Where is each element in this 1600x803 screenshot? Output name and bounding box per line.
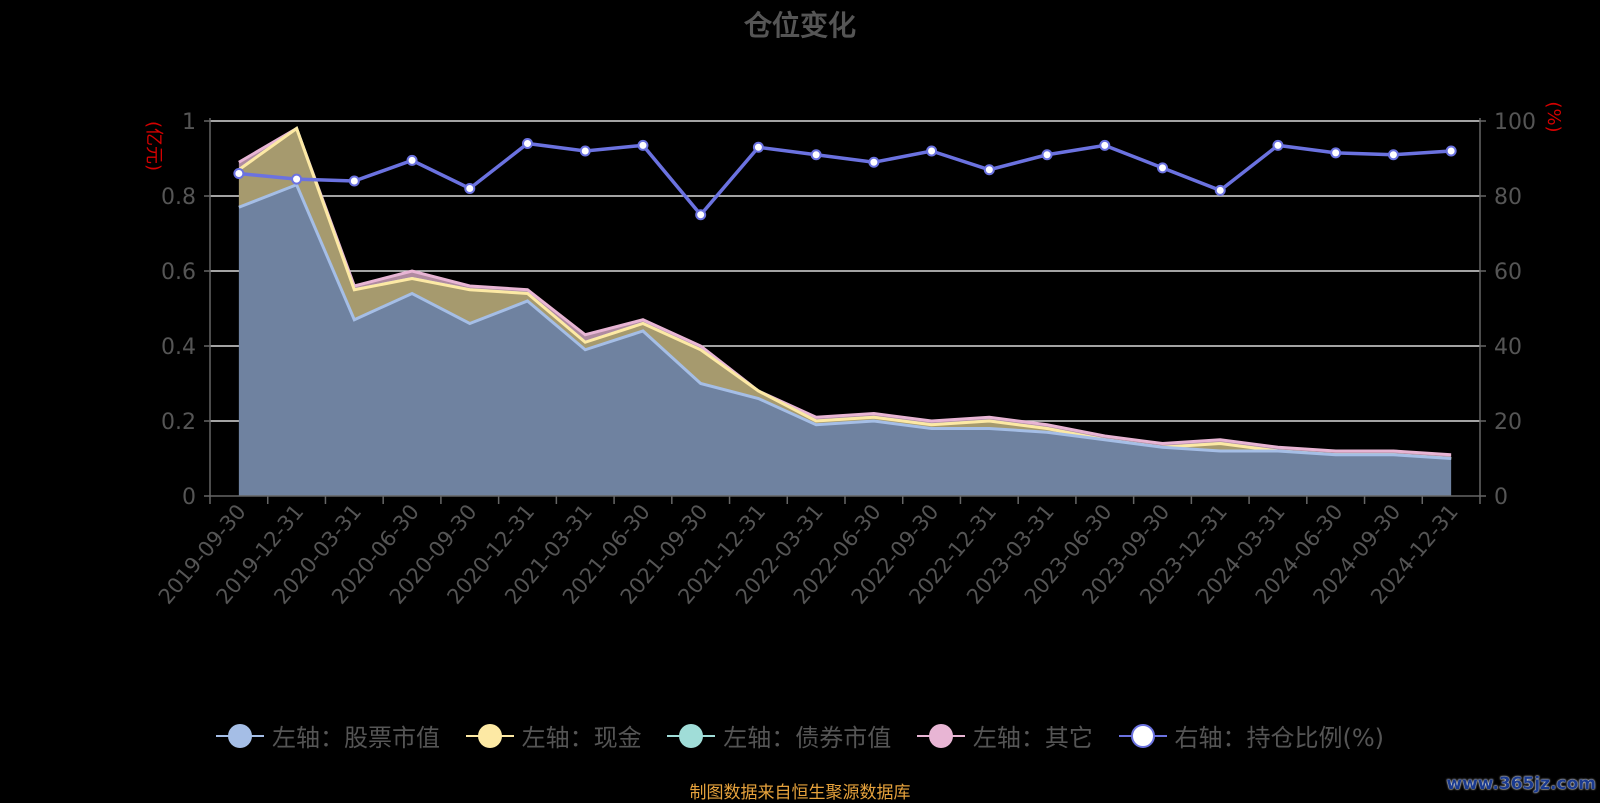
- left-tick-label: 0.2: [161, 410, 196, 435]
- ratio-point: [810, 149, 822, 161]
- legend-label-cash: 左轴：现金: [521, 724, 642, 752]
- left-tick-label: 0.8: [161, 185, 196, 210]
- chart-title: 仓位变化: [743, 9, 856, 42]
- ratio-point: [1445, 145, 1457, 157]
- legend-label-bond: 左轴：债券市值: [723, 724, 892, 752]
- left-tick-label: 1: [182, 110, 196, 135]
- ratio-point: [695, 209, 707, 221]
- ratio-point: [406, 154, 418, 166]
- ratio-point: [1387, 149, 1399, 161]
- legend-item-ratio[interactable]: 右轴：持仓比例(%): [1118, 718, 1385, 753]
- left-tick-label: 0.6: [161, 260, 196, 285]
- ratio-point: [233, 168, 245, 179]
- ratio-point: [522, 138, 533, 149]
- legend-item-cash[interactable]: 左轴：现金: [465, 718, 642, 753]
- ratio-point: [926, 145, 938, 157]
- legend-symbol-bond: [667, 723, 716, 748]
- line-stock: [238, 182, 1452, 460]
- ratio-point: [579, 145, 591, 157]
- legend-symbol-cash: [465, 723, 514, 748]
- area-cash: [238, 128, 1452, 459]
- line-other: [238, 126, 1452, 457]
- data-source-note: 制图数据来自恒生聚源数据库: [689, 783, 911, 803]
- ratio-line: [238, 141, 1452, 218]
- ratio-point: [1099, 139, 1111, 151]
- ratio-point: [752, 141, 764, 153]
- chart-legend: 左轴：股票市值 左轴：现金 左轴：债券市值 左轴：其它 右轴：持仓比例(%): [0, 718, 1600, 754]
- line-cash: [237, 126, 1452, 460]
- legend-label-other: 左轴：其它: [972, 724, 1093, 752]
- ratio-point: [1041, 149, 1053, 161]
- legend-item-other[interactable]: 左轴：其它: [916, 718, 1093, 753]
- ratio-point: [1272, 139, 1284, 151]
- legend-item-stock[interactable]: 左轴：股票市值: [215, 718, 440, 753]
- ratio-point: [1330, 147, 1342, 159]
- right-tick-label: 60: [1494, 260, 1522, 285]
- legend-label-ratio: 右轴：持仓比例(%): [1174, 724, 1385, 752]
- left-tick-label: 0: [182, 485, 196, 510]
- legend-symbol-stock: [215, 723, 264, 748]
- right-tick-label: 80: [1494, 185, 1522, 210]
- legend-symbol-ratio: [1118, 723, 1167, 748]
- area-stock: [238, 184, 1452, 496]
- ratio-point: [348, 175, 360, 187]
- right-tick-label: 0: [1494, 485, 1508, 510]
- watermark: www.365jz.com: [1446, 774, 1596, 794]
- right-axis-unit: (%): [1543, 101, 1564, 132]
- ratio-point: [1157, 162, 1168, 174]
- ratio-point: [637, 139, 649, 151]
- ratio-point: [1214, 184, 1226, 196]
- left-tick-label: 0.4: [161, 335, 196, 360]
- right-tick-label: 20: [1494, 410, 1522, 435]
- legend-label-stock: 左轴：股票市值: [271, 724, 440, 752]
- right-tick-label: 100: [1494, 110, 1536, 135]
- left-axis-unit: (亿元): [143, 121, 164, 171]
- ratio-point: [983, 164, 995, 176]
- legend-symbol-other: [916, 723, 965, 748]
- ratio-point: [464, 183, 476, 194]
- legend-item-bond[interactable]: 左轴：债券市值: [667, 718, 891, 753]
- right-tick-label: 40: [1494, 335, 1522, 360]
- ratio-point: [868, 156, 880, 168]
- ratio-point: [291, 173, 303, 185]
